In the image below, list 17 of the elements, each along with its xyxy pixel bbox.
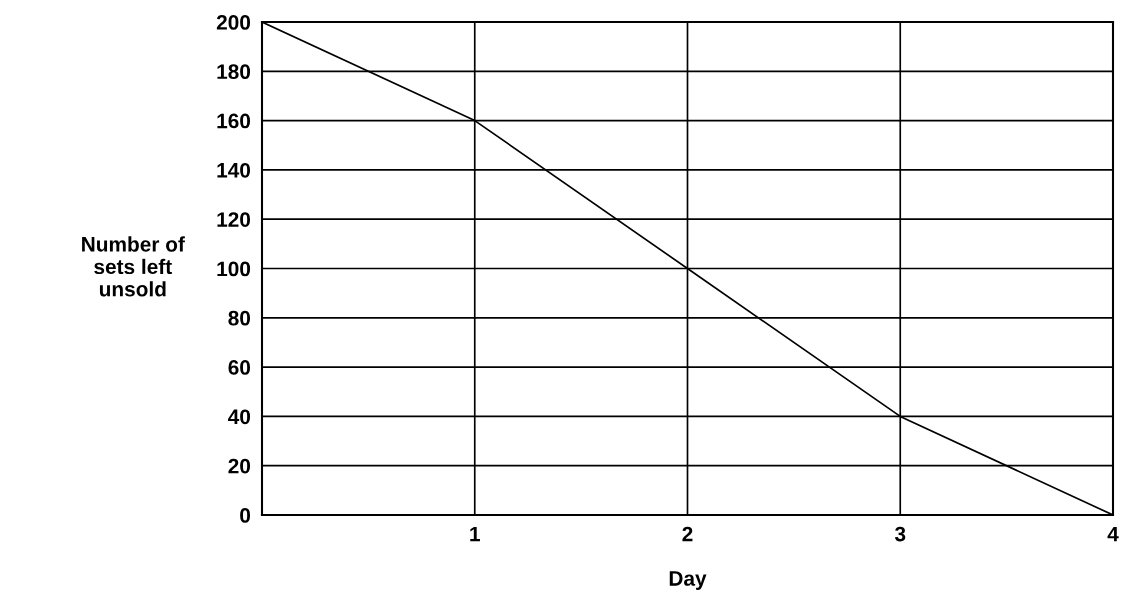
x-tick-label: 2	[682, 526, 693, 542]
y-tick-label: 180	[217, 64, 251, 80]
y-tick-label: 20	[228, 458, 251, 474]
y-tick-label: 80	[228, 310, 251, 326]
x-axis-title: Day	[669, 571, 707, 590]
y-tick-label: 140	[217, 162, 251, 178]
y-tick-label: 100	[217, 261, 251, 277]
x-tick-label: 4	[1107, 526, 1119, 542]
x-tick-label: 3	[894, 526, 906, 542]
y-tick-label: 120	[217, 212, 251, 227]
y-tick-label: 0	[240, 508, 251, 523]
y-tick-label: 160	[217, 113, 251, 129]
y-tick-label: 60	[228, 360, 251, 375]
x-tick-label: 1	[470, 526, 480, 542]
y-tick-label: 40	[228, 409, 251, 425]
y-tick-label: 200	[216, 15, 251, 30]
y-axis-title: Number of sets left unsold	[82, 236, 185, 297]
